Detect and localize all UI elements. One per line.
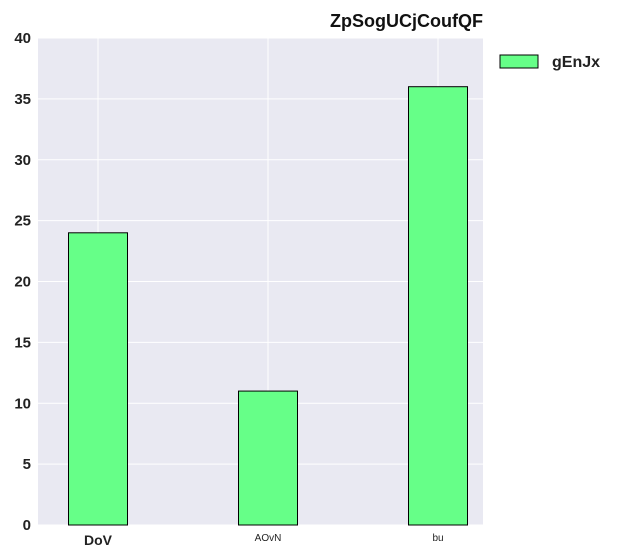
- legend: gEnJx: [499, 54, 600, 71]
- legend-label: gEnJx: [552, 54, 600, 71]
- y-tick-label: 30: [14, 152, 31, 169]
- legend-swatch: [499, 54, 539, 69]
- x-tick-label: DoV: [84, 532, 113, 548]
- bars: [68, 86, 468, 526]
- y-tick-label: 0: [23, 517, 31, 534]
- y-tick-label: 25: [14, 213, 31, 230]
- y-tick-label: 40: [14, 30, 31, 47]
- y-tick-label: 10: [14, 395, 31, 412]
- x-axis-ticks: DoV AOvN bu: [84, 532, 444, 548]
- x-tick-label: AOvN: [255, 533, 282, 544]
- bar-DoV: [68, 232, 128, 526]
- bar-bu: [408, 86, 468, 526]
- y-axis-ticks: 0 5 10 15 20 25 30 35 40: [14, 30, 31, 534]
- y-tick-label: 5: [23, 456, 31, 473]
- chart-title: ZpSogUCjCoufQF: [330, 11, 483, 31]
- x-tick-label: bu: [432, 533, 443, 544]
- y-tick-label: 20: [14, 274, 31, 291]
- y-tick-label: 15: [14, 334, 31, 351]
- y-tick-label: 35: [14, 91, 31, 108]
- bar-AOvN: [238, 390, 298, 526]
